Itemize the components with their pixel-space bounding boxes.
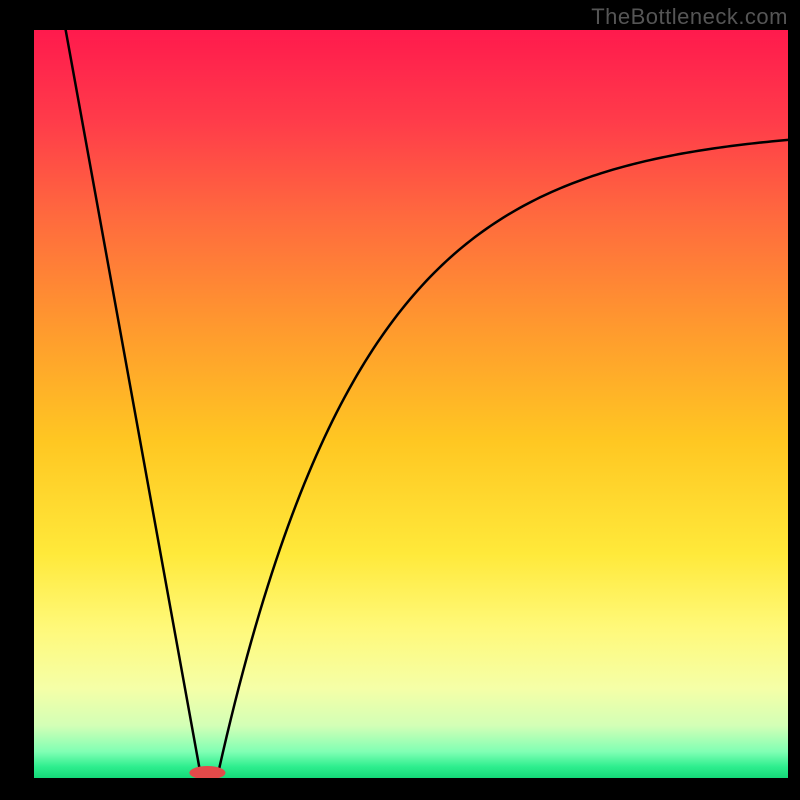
chart-container: TheBottleneck.com xyxy=(0,0,800,800)
plot-background xyxy=(34,30,788,778)
watermark-text: TheBottleneck.com xyxy=(591,4,788,30)
bottleneck-plot xyxy=(34,30,788,778)
